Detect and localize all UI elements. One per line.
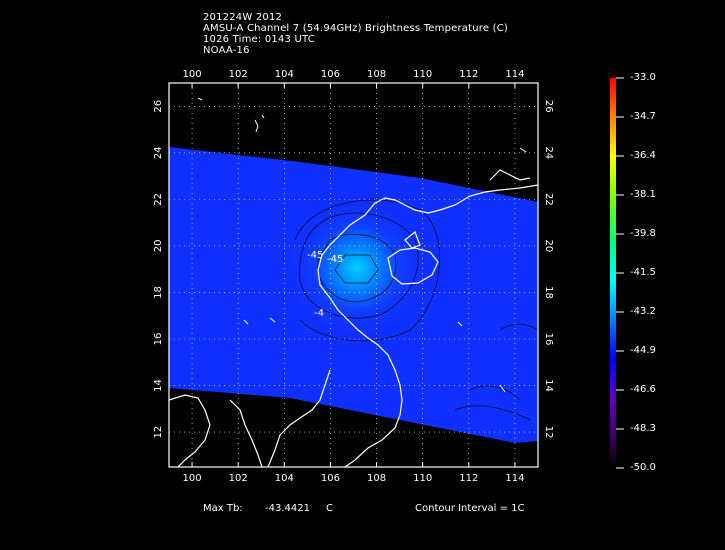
lat-tick-label-right: 22 (543, 193, 554, 206)
colorbar-label: -34.7 (630, 111, 656, 122)
contour-label: -45 (327, 254, 343, 265)
grid-lines (169, 83, 538, 467)
lon-tick-label-top: 110 (413, 69, 432, 80)
lat-tick-label-left: 20 (153, 240, 164, 253)
lon-tick-label-bottom: 104 (275, 473, 294, 484)
title-line-3: 1026 Time: 0143 UTC (203, 34, 315, 45)
lon-tick-label-bottom: 102 (229, 473, 248, 484)
lat-tick-label-left: 18 (153, 286, 164, 299)
data-swath (169, 147, 538, 443)
colorbar-label: -46.6 (630, 384, 656, 395)
lat-tick-label-left: 22 (153, 193, 164, 206)
colorbar-ticks (616, 77, 624, 469)
lon-tick-label-bottom: 112 (459, 473, 478, 484)
coastlines (169, 169, 538, 467)
colorbar-label: -36.4 (630, 150, 656, 161)
lat-tick-label-left: 24 (153, 146, 164, 159)
lon-tick-label-top: 100 (183, 69, 202, 80)
lat-tick-label-right: 24 (543, 146, 554, 159)
max-tb-label: Max Tb: (203, 503, 243, 514)
colorbar-label: -44.9 (630, 345, 656, 356)
title-line-2: AMSU-A Channel 7 (54.94GHz) Brightness T… (203, 23, 508, 34)
lat-tick-label-left: 16 (153, 333, 164, 346)
colorbar-label: -33.0 (630, 72, 656, 83)
contour-label: -4 (314, 308, 324, 319)
lon-tick-label-top: 104 (275, 69, 294, 80)
lon-tick-label-top: 114 (505, 69, 524, 80)
lon-tick-label-top: 106 (321, 69, 340, 80)
lon-tick-label-top: 108 (367, 69, 386, 80)
lat-tick-label-right: 12 (543, 426, 554, 439)
colorbar-label: -50.0 (630, 462, 656, 473)
lon-tick-label-bottom: 106 (321, 473, 340, 484)
lat-tick-label-right: 16 (543, 333, 554, 346)
lat-tick-label-right: 14 (543, 379, 554, 392)
lat-tick-label-right: 20 (543, 240, 554, 253)
title-line-4: NOAA-16 (203, 45, 250, 56)
colorbar-label: -39.8 (630, 228, 656, 239)
contours (294, 199, 538, 421)
title-line-1: 201224W 2012 (203, 12, 283, 23)
colorbar-label: -38.1 (630, 189, 656, 200)
lon-tick-label-top: 102 (229, 69, 248, 80)
contour-interval: Contour Interval = 1C (415, 503, 525, 514)
colorbar-label: -41.5 (630, 267, 656, 278)
lon-tick-label-top: 112 (459, 69, 478, 80)
colorbar (610, 78, 616, 468)
lat-tick-label-right: 26 (543, 100, 554, 113)
colorbar-label: -48.3 (630, 423, 656, 434)
lon-tick-label-bottom: 114 (505, 473, 524, 484)
contour-label: -45 (307, 250, 323, 261)
max-tb-value: -43.4421 (265, 503, 310, 514)
lat-tick-label-right: 18 (543, 286, 554, 299)
lon-tick-label-bottom: 100 (183, 473, 202, 484)
islands (197, 97, 527, 393)
lat-tick-label-left: 12 (153, 426, 164, 439)
lon-tick-label-bottom: 110 (413, 473, 432, 484)
colorbar-label: -43.2 (630, 306, 656, 317)
tick-labels: 100 100 102 102 104 104 106 106 108 108 110 110 112 1… (153, 69, 554, 484)
max-tb-unit: C (326, 503, 333, 514)
lat-tick-label-left: 26 (153, 100, 164, 113)
lat-tick-label-left: 14 (153, 379, 164, 392)
map-frame (168, 82, 539, 468)
lon-tick-label-bottom: 108 (367, 473, 386, 484)
